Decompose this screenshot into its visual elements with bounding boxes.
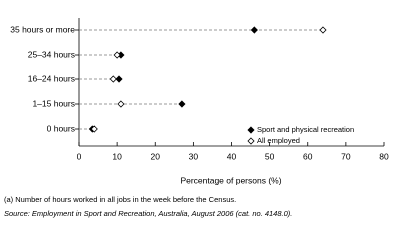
x-tick-label: 70: [341, 151, 351, 161]
x-tick-label: 60: [303, 151, 313, 161]
x-tick-label: 20: [151, 151, 161, 161]
x-tick-label: 0: [77, 151, 82, 161]
dot-marker: [250, 26, 258, 34]
legend-label: All employed: [257, 136, 300, 145]
y-tick-label: 35 hours or more: [10, 24, 75, 34]
y-tick-label: 0 hours: [47, 123, 75, 133]
dot-marker: [115, 75, 123, 83]
source: Source: Employment in Sport and Recreati…: [4, 209, 292, 218]
dot-marker: [109, 75, 117, 83]
y-tick-label: 25–34 hours: [28, 49, 75, 59]
x-axis-label: Percentage of persons (%): [180, 175, 281, 185]
legend-marker: [247, 126, 255, 134]
x-tick-label: 30: [189, 151, 199, 161]
x-tick-label: 50: [265, 151, 275, 161]
x-tick-label: 80: [379, 151, 389, 161]
chart: Percentage of persons (%) (a) Number of …: [4, 18, 389, 218]
legend-label: Sport and physical recreation: [257, 125, 354, 134]
x-tick-label: 40: [227, 151, 237, 161]
dot-marker: [113, 51, 121, 59]
legend-marker: [247, 137, 255, 145]
dot-marker: [319, 26, 327, 34]
dot-marker: [90, 125, 98, 133]
y-tick-label: 16–24 hours: [28, 73, 75, 83]
x-tick-label: 10: [112, 151, 122, 161]
footnote: (a) Number of hours worked in all jobs i…: [4, 195, 236, 204]
dot-marker: [117, 100, 125, 108]
dot-marker: [178, 100, 186, 108]
y-tick-label: 1–15 hours: [32, 98, 75, 108]
